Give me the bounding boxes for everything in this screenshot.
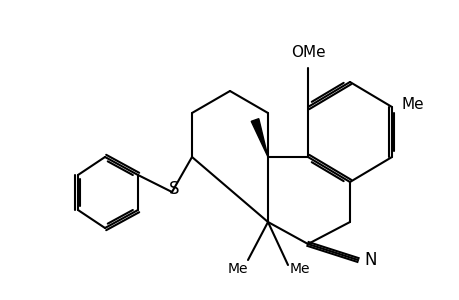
Text: Me: Me: [401, 97, 424, 112]
Text: S: S: [168, 180, 179, 198]
Text: Me: Me: [227, 262, 247, 276]
Text: N: N: [363, 251, 375, 269]
Text: Me: Me: [289, 262, 310, 276]
Polygon shape: [251, 119, 268, 157]
Text: OMe: OMe: [290, 45, 325, 60]
